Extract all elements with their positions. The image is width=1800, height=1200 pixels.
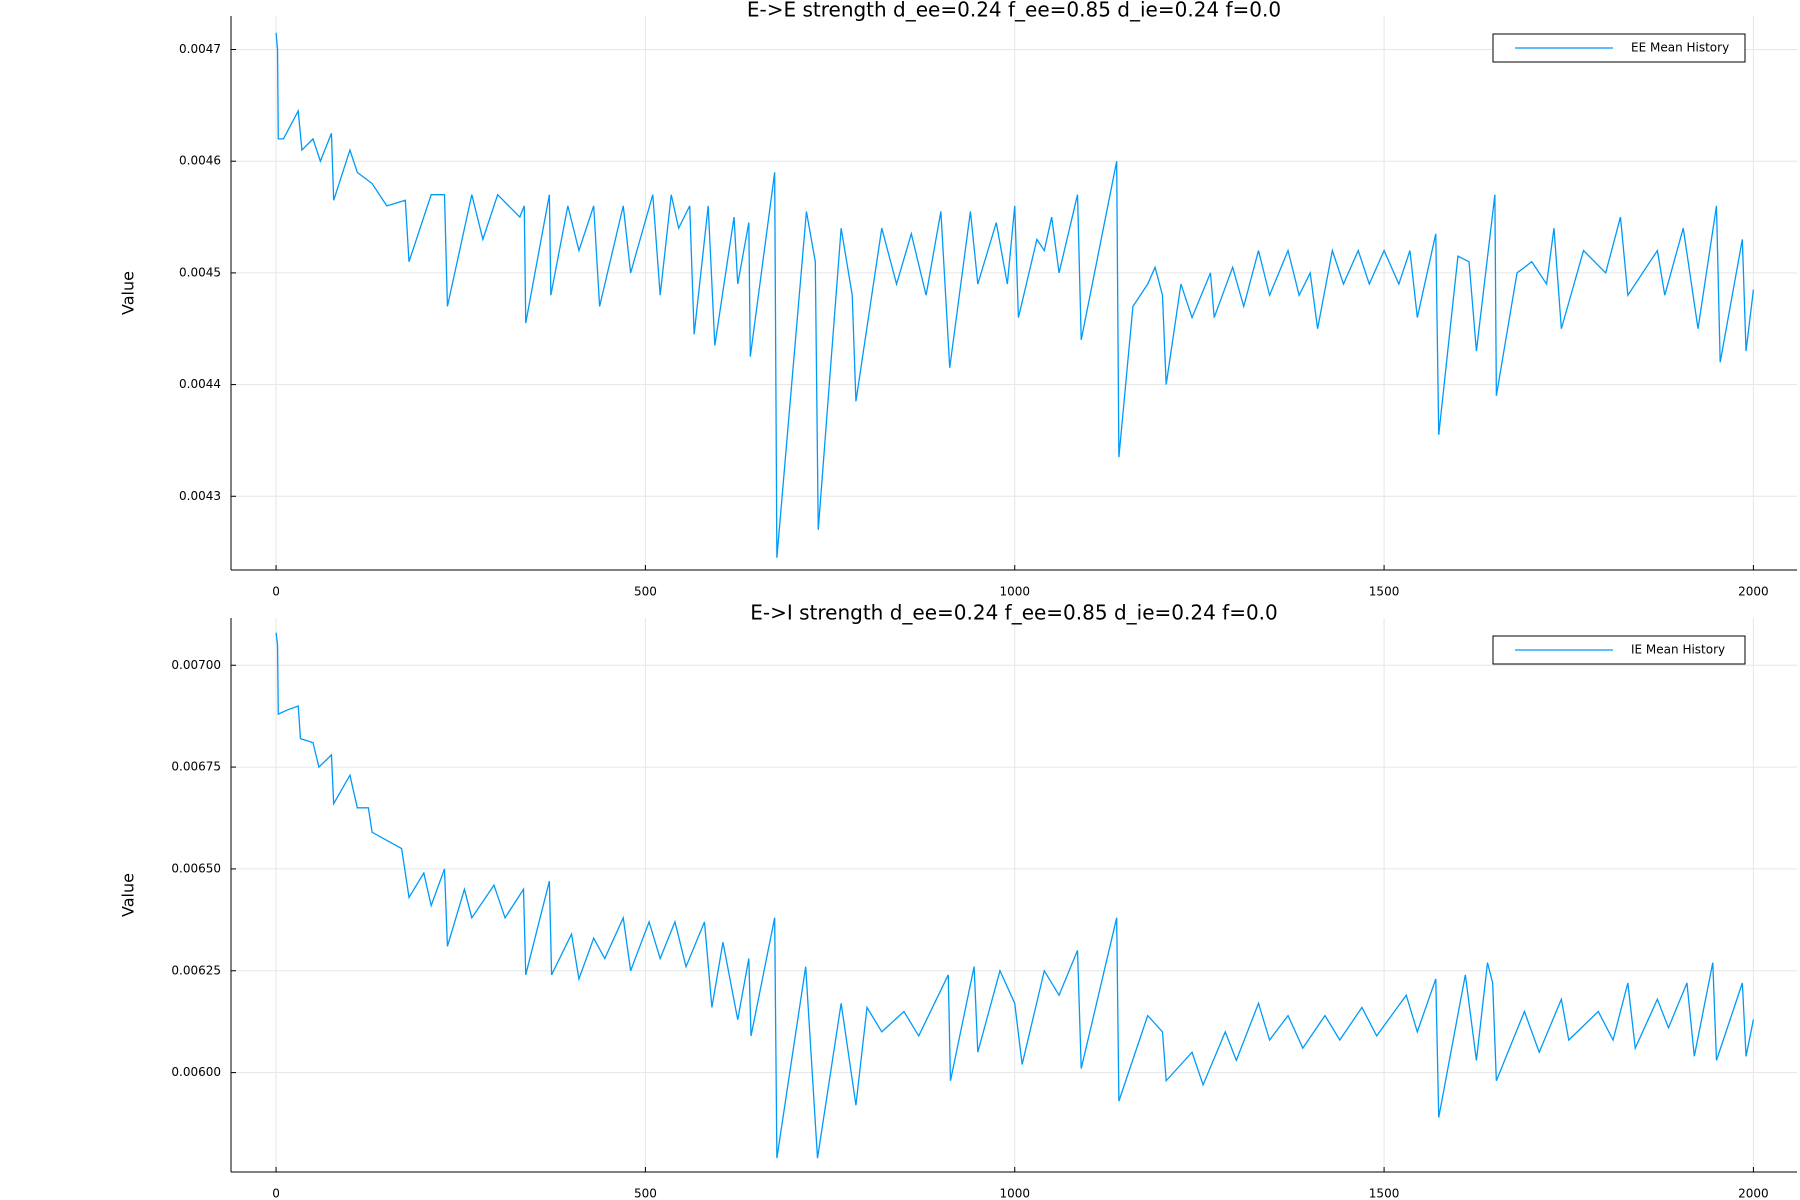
x-tick-label: 1000 xyxy=(999,1187,1030,1200)
y-tick-label: 0.00625 xyxy=(171,963,221,977)
chart-title: E->E strength d_ee=0.24 f_ee=0.85 d_ie=0… xyxy=(747,0,1281,22)
y-axis-label: Value xyxy=(119,271,138,315)
x-tick-label: 1000 xyxy=(999,585,1030,599)
y-tick-label: 0.0044 xyxy=(179,377,221,391)
x-tick-label: 500 xyxy=(634,585,657,599)
y-tick-label: 0.00700 xyxy=(171,658,221,672)
y-tick-label: 0.0043 xyxy=(179,489,221,503)
legend-label: EE Mean History xyxy=(1631,41,1729,55)
x-tick-label: 2000 xyxy=(1738,1187,1769,1200)
y-tick-label: 0.00600 xyxy=(171,1065,221,1079)
x-tick-label: 500 xyxy=(634,1187,657,1200)
y-tick-label: 0.00650 xyxy=(171,861,221,875)
panel: 0 500 1000 1500 2000 0.00600 0.00625 0.00650 0.0… xyxy=(119,601,1797,1200)
legend: IE Mean History xyxy=(1492,635,1746,665)
legend: EE Mean History xyxy=(1492,33,1746,63)
panel: 0 500 1000 1500 2000 0.0043 0.0044 0.0045 0.0046… xyxy=(119,0,1797,599)
legend-label: IE Mean History xyxy=(1631,643,1725,657)
y-tick-label: 0.00675 xyxy=(171,760,221,774)
data-line xyxy=(275,632,1755,1159)
y-tick-label: 0.0047 xyxy=(179,42,221,56)
x-tick-label: 1500 xyxy=(1369,1187,1400,1200)
x-tick-label: 1500 xyxy=(1369,585,1400,599)
y-axis-label: Value xyxy=(119,873,138,917)
x-tick-label: 2000 xyxy=(1738,585,1769,599)
x-tick-label: 0 xyxy=(272,585,280,599)
chart-title: E->I strength d_ee=0.24 f_ee=0.85 d_ie=0… xyxy=(750,601,1278,625)
y-tick-label: 0.0045 xyxy=(179,265,221,279)
y-tick-label: 0.0046 xyxy=(179,154,221,168)
data-line xyxy=(275,32,1755,558)
x-tick-label: 0 xyxy=(272,1187,280,1200)
